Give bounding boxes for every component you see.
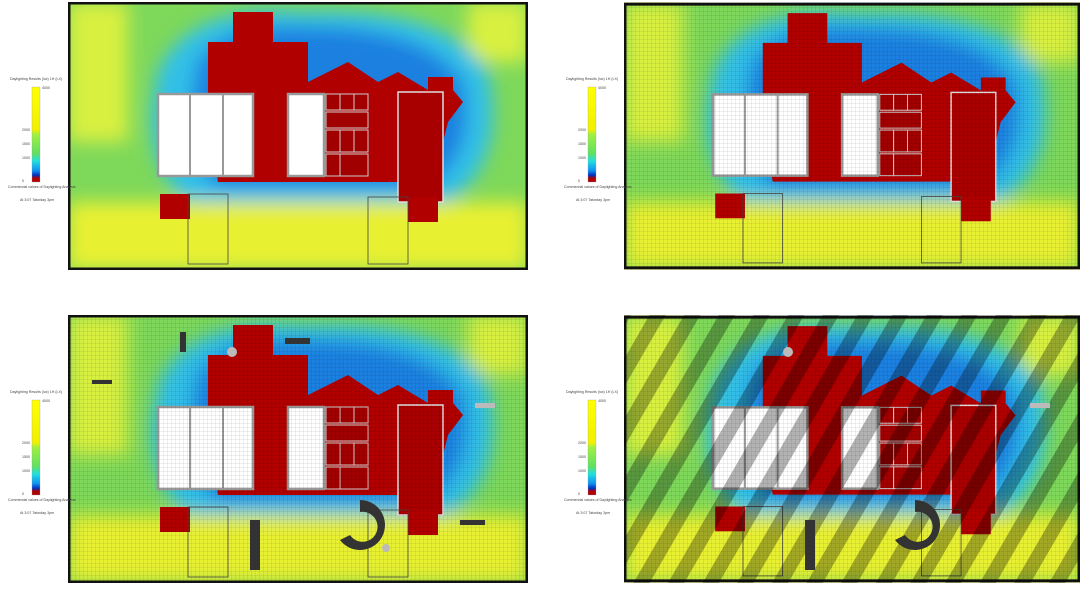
legend-note: At 3:07 Tatorday 3pm	[20, 511, 54, 515]
color-bar	[32, 87, 40, 182]
legend-tick-label: 0	[22, 492, 24, 496]
legend-caption: Commercial values of Daylighting Analysi…	[564, 498, 632, 502]
plan-2	[624, 2, 1080, 270]
legend-tick-label: 1500	[22, 142, 30, 146]
legend-tick-label: 1500	[22, 455, 30, 459]
legend-tick-label: 4000	[42, 86, 50, 90]
legend-title: Daylighting Results (lux) 1H (LX)	[566, 77, 618, 81]
color-bar	[588, 400, 596, 495]
legend-note: At 3:07 Tatorday 3pm	[576, 198, 610, 202]
plan-4	[624, 315, 1080, 583]
legend-note: At 3:07 Tatorday 3pm	[20, 198, 54, 202]
legend-tick-label: 2000	[22, 441, 30, 445]
legend-tick-label: 4000	[598, 399, 606, 403]
legend-tick-label: 2000	[578, 128, 586, 132]
legend-title: Daylighting Results (lux) 1H (LX)	[10, 77, 62, 81]
legend-tick-label: 4000	[42, 399, 50, 403]
legend-tick-label: 2000	[22, 128, 30, 132]
legend-note: At 3:07 Tatorday 3pm	[576, 511, 610, 515]
legend-tick-label: 1000	[578, 156, 586, 160]
legend-tick-label: 1000	[22, 469, 30, 473]
legend-caption: Commercial values of Daylighting Analysi…	[8, 498, 76, 502]
legend-caption: Commercial values of Daylighting Analysi…	[8, 185, 76, 189]
legend-title: Daylighting Results (lux) 1H (LX)	[566, 390, 618, 394]
figure: Daylighting Results (lux) 1H (LX) 4000 200…	[0, 0, 1083, 586]
legend-tick-label: 0	[578, 179, 580, 183]
legend-tick-label: 0	[578, 492, 580, 496]
legend-tick-label: 1000	[578, 469, 586, 473]
legend-tick-label: 2000	[578, 441, 586, 445]
legend-tick-label: 1500	[578, 455, 586, 459]
legend-tick-label: 0	[22, 179, 24, 183]
color-bar	[588, 87, 596, 182]
plan-1	[68, 2, 528, 270]
legend-title: Daylighting Results (lux) 1H (LX)	[10, 390, 62, 394]
plan-3	[68, 315, 528, 583]
legend-tick-label: 1500	[578, 142, 586, 146]
legend-tick-label: 1000	[22, 156, 30, 160]
legend-tick-label: 4000	[598, 86, 606, 90]
legend-caption: Commercial values of Daylighting Analysi…	[564, 185, 632, 189]
color-bar	[32, 400, 40, 495]
